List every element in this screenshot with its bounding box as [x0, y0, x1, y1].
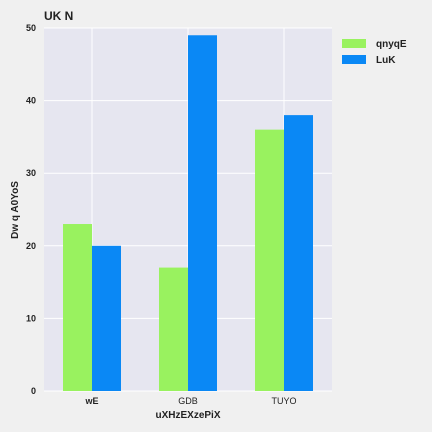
- x-tick-label: wE: [84, 396, 98, 406]
- legend: qnyqE LuK: [342, 39, 407, 66]
- bar-LuK-GDB: [188, 35, 217, 391]
- x-tick-label: TUYO: [271, 396, 296, 406]
- legend-label: qnyqE: [376, 39, 407, 50]
- bar-LuK-TUYO: [284, 115, 313, 392]
- legend-swatch: [342, 39, 366, 48]
- y-tick-label: 30: [26, 168, 36, 178]
- x-axis-ticks: wE GDB TUYO: [84, 396, 296, 406]
- y-tick-label: 20: [26, 241, 36, 251]
- y-tick-label: 40: [26, 96, 36, 106]
- bar-LuK-wE: [92, 245, 121, 391]
- bar-qnyqE-GDB: [159, 267, 188, 391]
- x-axis-label: uXHzEXzePiX: [155, 410, 220, 421]
- bars: [63, 35, 313, 392]
- y-tick-label: 50: [26, 23, 36, 33]
- bar-qnyqE-wE: [63, 224, 92, 391]
- chart-title: UK N: [44, 9, 73, 23]
- y-tick-label: 10: [26, 313, 36, 323]
- legend-label: LuK: [376, 55, 396, 66]
- y-tick-label: 0: [31, 386, 36, 396]
- y-axis-ticks: 0 10 20 30 40 50: [26, 23, 36, 396]
- legend-swatch: [342, 55, 366, 64]
- bar-qnyqE-TUYO: [255, 129, 284, 391]
- y-axis-label: Dw q A0YoS: [10, 181, 21, 239]
- x-tick-label: GDB: [178, 396, 198, 406]
